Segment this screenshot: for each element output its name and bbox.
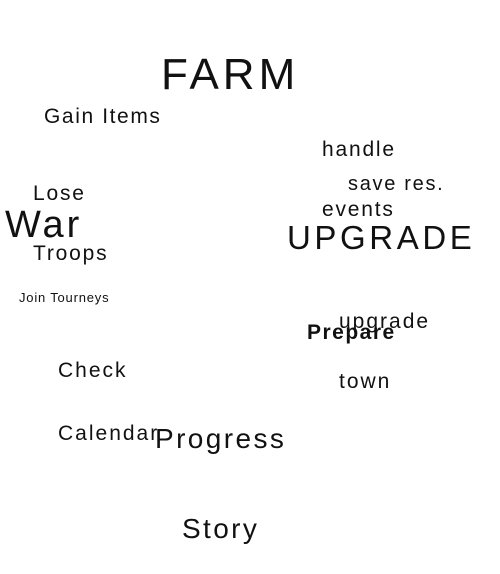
node-lose-troops-line-2: Troops (33, 242, 109, 265)
node-war: War (5, 204, 83, 246)
node-prepare: Prepare (307, 321, 396, 344)
node-progress-story-line-1: Progress (155, 423, 287, 454)
node-handle-events: handle events (322, 100, 396, 240)
node-upgrade-town: upgrade town (339, 272, 430, 412)
node-handle-events-line-1: handle (322, 138, 396, 161)
node-progress-story-line-2: Story (181, 513, 260, 544)
node-upgrade: UPGRADE (287, 219, 476, 256)
node-check-calendar-line-1: Check (58, 359, 128, 382)
node-join-tourneys: Join Tourneys (19, 290, 110, 305)
node-progress-story: Progress Story (155, 364, 286, 574)
node-gain-items: Gain Items (44, 105, 162, 128)
node-handle-events-line-2: events (322, 198, 395, 221)
node-save-res: save res. (348, 173, 445, 195)
node-lose-troops-line-1: Lose (33, 182, 86, 205)
node-farm: FARM (161, 50, 300, 99)
node-lose-troops: Lose Troops (33, 144, 108, 284)
node-check-calendar: Check Calendar (58, 318, 159, 465)
node-upgrade-town-line-2: town (339, 370, 392, 393)
node-upgrade-town-line-1: upgrade (339, 310, 431, 333)
node-check-calendar-line-2: Calendar (58, 422, 160, 445)
